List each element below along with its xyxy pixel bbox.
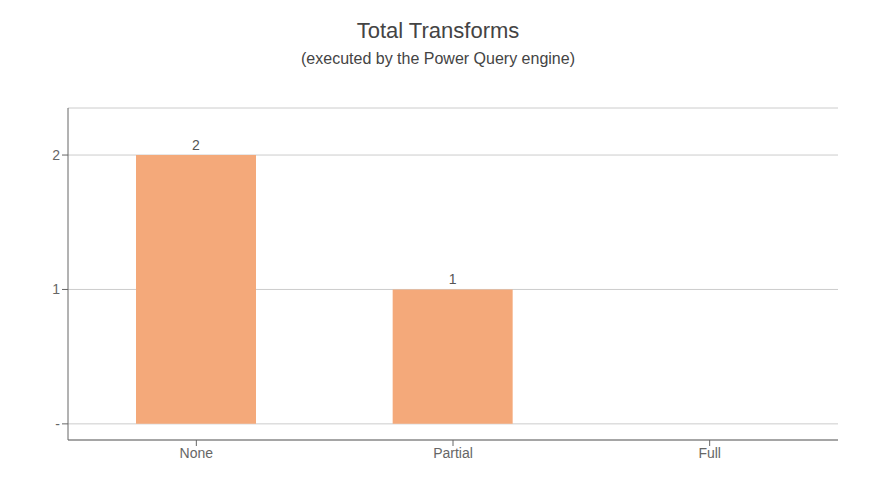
svg-text:2: 2 — [52, 147, 60, 163]
html-text:(executed by the Power Query e: (executed by the Power Query engine) — [301, 50, 575, 67]
svg-text:1: 1 — [449, 271, 457, 287]
svg-text:Partial: Partial — [433, 445, 473, 461]
svg-text:Full: Full — [698, 445, 721, 461]
svg-text:1: 1 — [52, 281, 60, 297]
svg-text:-: - — [55, 416, 60, 432]
svg-text:2: 2 — [192, 137, 200, 153]
html-text:Total Transforms: Total Transforms — [356, 18, 520, 43]
svg-text:None: None — [180, 445, 214, 461]
